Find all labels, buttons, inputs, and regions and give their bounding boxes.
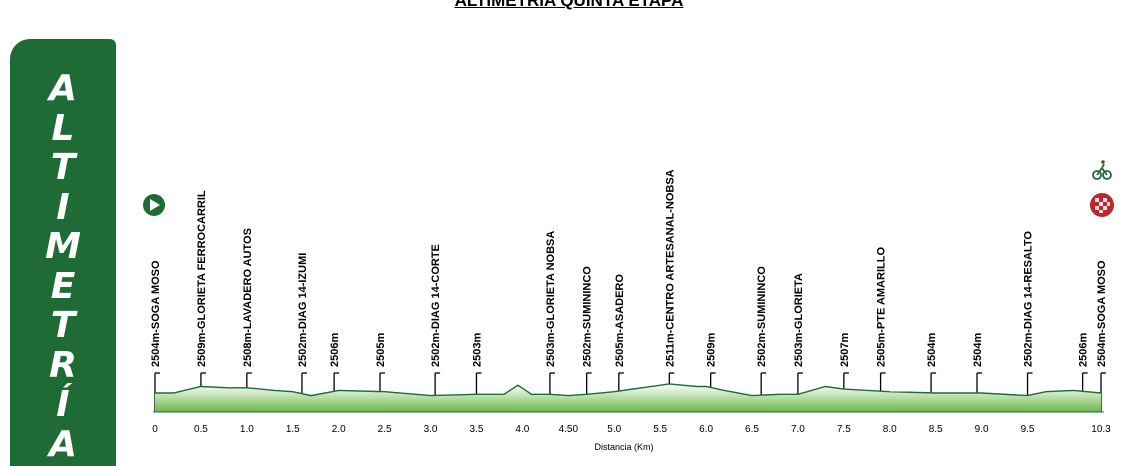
play-circle-icon [143,194,165,216]
marker-label: 2502m-SUMININCO [582,266,594,367]
marker-label: 2502m-DIAG 14-CORTE [430,244,442,367]
x-tick-label-18: 9.0 [975,424,989,435]
page-title: ALTIMETRIA QUINTA ETAPA [454,0,684,10]
marker-label: 2509m [706,333,718,367]
side-title-letter-7: R [49,344,77,386]
x-tick-label-12: 6.0 [699,424,713,435]
marker-label: 2502m-DIAG 14-RESALTO [1023,231,1035,367]
x-tick-label-15: 7.5 [837,424,851,435]
x-tick-layer: 0 0.5 1.0 1.5 2.0 2.5 3.0 3.5 4.0 4.50 5.0 5.5 6.0 6.… [152,424,1111,435]
marker-label: 2502m-SUMININCO [756,266,768,367]
marker-label: 2503m [471,333,483,367]
marker-label: 2506m [329,333,341,367]
side-title-letter-2: T [50,147,76,189]
side-panel [10,39,116,466]
marker-label: 2505m [375,333,387,367]
x-tick-label-6: 3.0 [424,424,438,435]
side-title-letter-3: I [56,186,70,228]
side-title-letter-0: A [49,68,77,109]
x-tick-label-2: 1.0 [240,424,254,435]
marker-label: 2506m [1078,333,1090,367]
elevation-profile-area [155,383,1101,412]
marker-label: 2509m-GLORIETA FERROCARRIL [196,190,208,367]
side-title-letter-8: Í [56,384,70,426]
marker-label: 2504m [972,333,984,367]
x-tick-label-13: 6.5 [745,424,759,435]
x-tick-label-7: 3.5 [470,424,484,435]
x-tick-label-5: 2.5 [378,424,392,435]
elevation-profile-line [155,383,1102,397]
marker-label: 2508m-LAVADERO AUTOS [242,228,254,367]
side-title-letter-1: L [51,107,75,149]
x-tick-label-19: 9.5 [1021,424,1035,435]
marker-label: 2503m-GLORIETA [793,273,805,367]
x-tick-label-17: 8.5 [929,424,943,435]
x-tick-label-9: 4.50 [559,424,579,435]
marker-label: 2504m-SOGA MOSO [1096,260,1108,367]
marker-label: 2504m [926,333,938,367]
x-tick-label-10: 5.0 [607,424,621,435]
x-tick-label-1: 0.5 [194,424,208,435]
x-tick-label-11: 5.5 [653,424,667,435]
side-title-letter-5: E [50,265,76,307]
cyclist-finish-icon [1090,160,1114,217]
side-title-letter-6: T [50,305,76,347]
x-tick-label-20: 10.3 [1091,424,1111,435]
marker-layer: 2504m-SOGA MOSO 2509m-GLORIETA FERROCARRI… [150,169,1108,412]
marker-label: 2505m-PTE AMARILLO [876,247,888,367]
x-tick-label-0: 0 [152,424,158,435]
x-tick-label-16: 8.0 [883,424,897,435]
marker-label: 2502m-DIAG 14-IZUMI [297,253,309,367]
marker-label: 2507m [839,333,851,367]
marker-label: 2503m-GLORIETA NOBSA [545,231,557,367]
x-tick-label-8: 4.0 [515,424,529,435]
marker-label: 2504m-SOGA MOSO [150,260,162,367]
x-tick-label-4: 2.0 [332,424,346,435]
x-tick-label-14: 7.0 [791,424,805,435]
marker-label: 2505m-ASADERO [614,274,626,367]
side-title-letter-4: M [45,226,81,268]
x-tick-label-3: 1.5 [286,424,300,435]
side-title-letter-9: A [49,423,77,465]
x-axis-label: Distancia (Km) [594,442,653,452]
marker-label: 2511m-CENTRO ARTESANAL-NOBSA [664,169,676,367]
